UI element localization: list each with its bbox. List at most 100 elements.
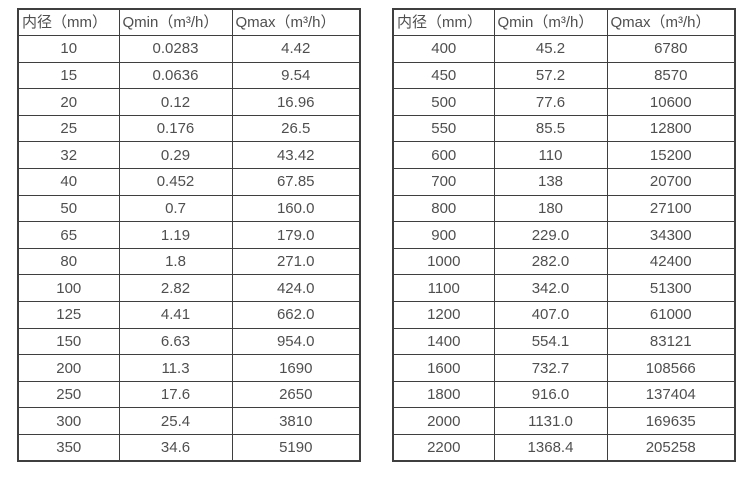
table-row: 100 2.82 424.0 [17,274,361,303]
table-row: 1000 282.0 42400 [392,247,736,276]
table-cell: 108566 [606,354,736,382]
table-cell: 1100 [392,274,495,303]
table-cell: 26.5 [231,114,361,143]
table-row: 内径（mm） Qmin（m³/h） Qmax（m³/h） [17,8,361,37]
table-cell: 100 [17,274,120,303]
table-cell: 800 [392,194,495,223]
table-cell: 229.0 [493,221,608,249]
table-row: 2200 1368.4 205258 [392,434,736,462]
table-row: 65 1.19 179.0 [17,221,361,249]
table-cell: 282.0 [493,247,608,276]
diameter-flow-table-left: 内径（mm） Qmin（m³/h） Qmax（m³/h） 10 0.0283 4.42 1… [17,8,361,463]
table-cell: 550 [392,114,495,143]
table-row: 80 1.8 271.0 [17,247,361,276]
table-header-row: 内径（mm） Qmin（m³/h） Qmax（m³/h） [17,8,361,37]
table-cell: 205258 [606,434,736,462]
table-cell: 57.2 [493,61,608,90]
table-row: 32 0.29 43.42 [17,141,361,170]
table-cell: 25 [17,114,120,143]
table-cell: 554.1 [493,327,608,356]
column-header: Qmin（m³/h） [118,8,233,37]
table-cell: 16.96 [231,88,361,116]
table-cell: 1.8 [118,247,233,276]
table-cell: 40 [17,168,120,196]
table-cell: 15200 [606,141,736,170]
table-row: 550 85.5 12800 [392,114,736,143]
table-cell: 61000 [606,301,736,329]
table-cell: 2200 [392,434,495,462]
table-row: 600 110 15200 [392,141,736,170]
table-cell: 4.41 [118,301,233,329]
table-cell: 5190 [231,434,361,462]
table-cell: 0.29 [118,141,233,170]
table-cell: 125 [17,301,120,329]
column-header: Qmax（m³/h） [231,8,361,37]
table-row: 150 6.63 954.0 [17,327,361,356]
table-cell: 169635 [606,407,736,435]
table-cell: 15 [17,61,120,90]
table-cell: 1400 [392,327,495,356]
table-cell: 6780 [606,35,736,63]
table-cell: 424.0 [231,274,361,303]
table-cell: 900 [392,221,495,249]
table-cell: 2.82 [118,274,233,303]
table-cell: 350 [17,434,120,462]
table-cell: 20700 [606,168,736,196]
table-cell: 3810 [231,407,361,435]
table-cell: 43.42 [231,141,361,170]
table-cell: 732.7 [493,354,608,382]
table-cell: 45.2 [493,35,608,63]
table-cell: 662.0 [231,301,361,329]
table-cell: 51300 [606,274,736,303]
diameter-flow-table-right: 内径（mm） Qmin（m³/h） Qmax（m³/h） 400 45.2 6780 45… [392,8,736,463]
table-cell: 0.0636 [118,61,233,90]
table-cell: 179.0 [231,221,361,249]
table-cell: 1200 [392,301,495,329]
table-row: 40 0.452 67.85 [17,168,361,196]
table-cell: 954.0 [231,327,361,356]
table-cell: 271.0 [231,247,361,276]
table-cell: 25.4 [118,407,233,435]
table-row: 1600 732.7 108566 [392,354,736,382]
table-cell: 1690 [231,354,361,382]
table-cell: 17.6 [118,380,233,409]
table-cell: 450 [392,61,495,90]
table-cell: 10 [17,35,120,63]
table-row: 700 138 20700 [392,168,736,196]
table-cell: 27100 [606,194,736,223]
table-cell: 1.19 [118,221,233,249]
table-cell: 180 [493,194,608,223]
table-cell: 0.176 [118,114,233,143]
table-cell: 407.0 [493,301,608,329]
table-row: 800 180 27100 [392,194,736,223]
table-cell: 67.85 [231,168,361,196]
table-cell: 1000 [392,247,495,276]
table-row: 1100 342.0 51300 [392,274,736,303]
table-cell: 11.3 [118,354,233,382]
table-row: 300 25.4 3810 [17,407,361,435]
table-cell: 80 [17,247,120,276]
table-cell: 342.0 [493,274,608,303]
table-cell: 34300 [606,221,736,249]
column-header: 内径（mm） [392,8,495,37]
table-cell: 137404 [606,380,736,409]
table-row: 1400 554.1 83121 [392,327,736,356]
table-cell: 250 [17,380,120,409]
table-row: 10 0.0283 4.42 [17,35,361,63]
table-row: 500 77.6 10600 [392,88,736,116]
table-row: 20 0.12 16.96 [17,88,361,116]
table-cell: 2000 [392,407,495,435]
table-body: 400 45.2 6780 450 57.2 8570 500 77.6 10600 550 85.… [392,35,736,462]
table-cell: 0.452 [118,168,233,196]
table-cell: 200 [17,354,120,382]
table-cell: 0.0283 [118,35,233,63]
table-row: 1200 407.0 61000 [392,301,736,329]
table-cell: 0.7 [118,194,233,223]
table-row: 50 0.7 160.0 [17,194,361,223]
table-cell: 20 [17,88,120,116]
table-row: 400 45.2 6780 [392,35,736,63]
table-cell: 6.63 [118,327,233,356]
table-cell: 500 [392,88,495,116]
table-cell: 42400 [606,247,736,276]
column-header: Qmin（m³/h） [493,8,608,37]
